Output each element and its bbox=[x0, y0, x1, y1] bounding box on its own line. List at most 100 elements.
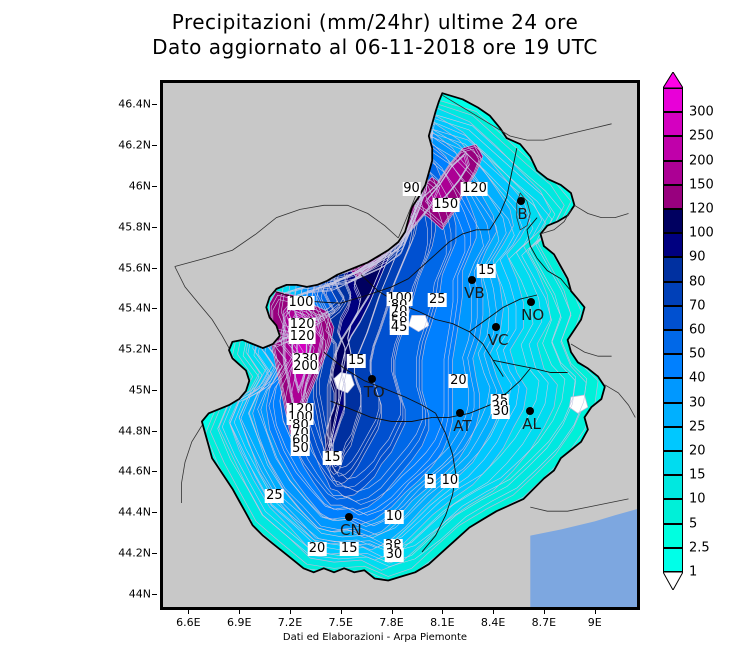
map-plot-area: TOVCNOATALCNBVB9012015015100100807060504… bbox=[160, 80, 640, 610]
colorbar-tick-label: 1 bbox=[689, 564, 698, 580]
colorbar-segment bbox=[663, 112, 683, 137]
latitude-tick-mark bbox=[152, 349, 157, 351]
city-marker-dot bbox=[468, 275, 477, 284]
colorbar-segment bbox=[663, 330, 683, 355]
longitude-tick-label: 6.6E bbox=[176, 616, 201, 629]
latitude-tick-label: 44.4N bbox=[118, 505, 151, 519]
contour-value-label: 10 bbox=[440, 472, 460, 488]
contour-value-label: 25 bbox=[265, 487, 284, 503]
contour-value-label: 25 bbox=[427, 292, 447, 308]
contour-value-label: 30 bbox=[384, 547, 404, 562]
latitude-tick-mark bbox=[152, 389, 157, 391]
latitude-tick-mark bbox=[152, 512, 157, 514]
colorbar-segment bbox=[663, 305, 683, 330]
contour-value-label: 150 bbox=[432, 197, 460, 213]
city-label: VB bbox=[464, 283, 485, 302]
colorbar-tick-label: 300 bbox=[689, 104, 714, 120]
colorbar-segment bbox=[663, 184, 683, 209]
city-label: AT bbox=[453, 417, 472, 436]
city-label: AL bbox=[522, 415, 541, 434]
sea-area bbox=[530, 509, 637, 607]
colorbar-tick-label: 150 bbox=[689, 177, 714, 193]
latitude-tick-mark bbox=[152, 430, 157, 432]
colorbar-tick-label: 10 bbox=[689, 491, 706, 507]
colorbar-segment bbox=[663, 209, 683, 234]
colorbar-tick-label: 15 bbox=[689, 467, 706, 483]
city-label: B bbox=[517, 205, 528, 224]
longitude-tick-mark bbox=[391, 609, 393, 614]
latitude-tick-mark bbox=[152, 226, 157, 228]
colorbar-segment bbox=[663, 160, 683, 185]
colorbar-segment bbox=[663, 451, 683, 476]
contour-value-label: 15 bbox=[347, 352, 366, 368]
latitude-tick-mark bbox=[152, 553, 157, 555]
colorbar-segment bbox=[663, 136, 683, 161]
contour-value-label: 100 bbox=[287, 295, 315, 311]
title-line-1: Precipitazioni (mm/24hr) ultime 24 ore bbox=[171, 10, 579, 34]
latitude-tick-mark bbox=[152, 145, 157, 147]
colorbar-under-arrow bbox=[663, 572, 683, 590]
colorbar-segment bbox=[663, 233, 683, 258]
city-marker-dot bbox=[516, 197, 525, 206]
latitude-tick-label: 46.4N bbox=[118, 97, 151, 111]
contour-value-label: 50 bbox=[291, 440, 310, 456]
page-title: Precipitazioni (mm/24hr) ultime 24 ore D… bbox=[0, 10, 750, 60]
city-label: CN bbox=[340, 521, 362, 540]
contour-value-label: 45 bbox=[389, 320, 409, 336]
city-marker-dot bbox=[456, 409, 465, 418]
longitude-tick-mark bbox=[239, 609, 241, 614]
lake-outlines bbox=[516, 192, 531, 231]
longitude-tick-label: 7.2E bbox=[277, 616, 303, 629]
longitude-tick-label: 7.5E bbox=[328, 616, 353, 629]
contour-value-label: 20 bbox=[449, 372, 468, 388]
region-outline bbox=[201, 92, 606, 582]
colorbar-tick-label: 80 bbox=[689, 274, 706, 290]
latitude-tick-label: 45.2N bbox=[118, 342, 151, 356]
contour-value-label: 120 bbox=[461, 181, 488, 197]
contour-value-label: 5 bbox=[425, 472, 436, 488]
colorbar-segment bbox=[663, 426, 683, 451]
contour-value-label: 120 bbox=[288, 316, 316, 332]
latitude-tick-label: 46.2N bbox=[118, 138, 151, 152]
longitude-tick-label: 8.7E bbox=[531, 616, 557, 629]
longitude-tick-label: 9E bbox=[587, 616, 602, 629]
latitude-tick-mark bbox=[152, 186, 157, 188]
longitude-tick-label: 8.1E bbox=[430, 616, 455, 629]
colorbar-segment bbox=[663, 257, 683, 282]
latitude-tick-label: 45N bbox=[128, 383, 151, 397]
colorbar-segment bbox=[663, 523, 683, 548]
contour-value-label: 15 bbox=[477, 262, 496, 278]
latitude-axis: 46.4N 46.2N 46N 45.8N 45.6N 45.4N 45.2N 45N 44.8… bbox=[105, 80, 157, 610]
city-marker-dot bbox=[344, 513, 353, 522]
city-marker-dot bbox=[526, 298, 535, 307]
neighbouring-borders bbox=[174, 94, 636, 512]
contour-value-label: 10 bbox=[384, 509, 404, 525]
colorbar-tick-label: 90 bbox=[689, 249, 706, 265]
city-label: NO bbox=[521, 306, 545, 325]
colorbar-tick-label: 40 bbox=[689, 370, 706, 386]
colorbar-tick-label: 120 bbox=[689, 201, 714, 217]
latitude-tick-label: 45.4N bbox=[118, 301, 151, 315]
colorbar-tick-label: 200 bbox=[689, 153, 714, 169]
longitude-tick-mark bbox=[188, 609, 190, 614]
colorbar-tick-label: 20 bbox=[689, 443, 706, 459]
latitude-tick-label: 45.8N bbox=[118, 220, 151, 234]
contour-value-label: 30 bbox=[491, 404, 510, 420]
colorbar-segment bbox=[663, 475, 683, 500]
latitude-tick-label: 45.6N bbox=[118, 261, 151, 275]
latitude-tick-mark bbox=[152, 104, 157, 106]
longitude-tick-mark bbox=[493, 609, 495, 614]
precipitation-contour-band bbox=[408, 315, 430, 333]
city-label: VC bbox=[487, 330, 509, 349]
longitude-tick-mark bbox=[442, 609, 444, 614]
contour-value-label: 15 bbox=[339, 540, 359, 556]
colorbar-tick-label: 100 bbox=[689, 225, 714, 241]
longitude-axis: 6.6E 6.9E 7.2E 7.5E 7.8E 8.1E 8.4E 8.7E 9E bbox=[160, 609, 640, 642]
colorbar-segment bbox=[663, 499, 683, 524]
longitude-tick-mark bbox=[340, 609, 342, 614]
colorbar-segment bbox=[663, 88, 683, 113]
contour-value-label: 120 bbox=[288, 329, 316, 345]
contour-value-label: 90 bbox=[402, 181, 421, 197]
latitude-tick-label: 46N bbox=[128, 179, 151, 193]
